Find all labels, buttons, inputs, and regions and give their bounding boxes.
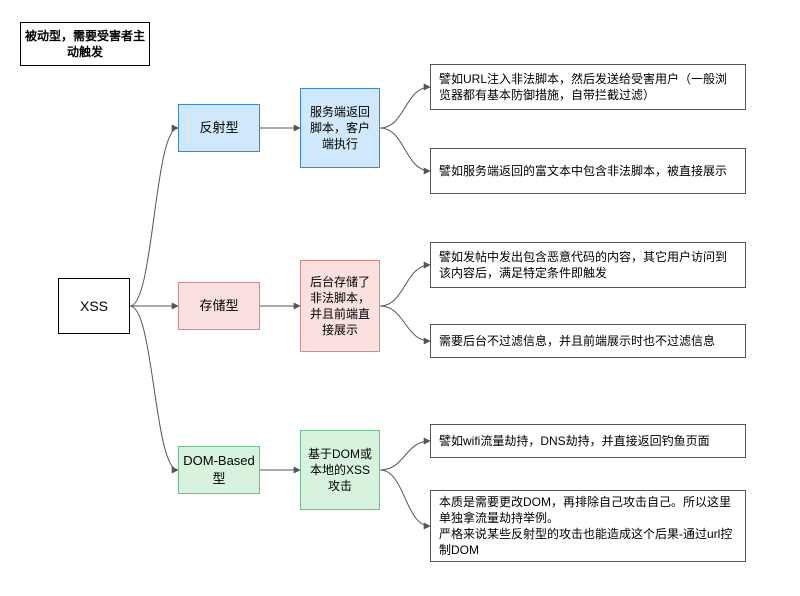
- node-leaf2: 譬如服务端返回的富文本中包含非法脚本，被直接展示: [430, 148, 746, 194]
- node-annotation: 被动型，需要受害者主动触发: [20, 22, 150, 66]
- node-root: XSS: [58, 278, 130, 334]
- node-leaf4: 需要后台不过滤信息，并且前端展示时也不过滤信息: [430, 324, 746, 358]
- node-leaf3: 譬如发帖中发出包含恶意代码的内容，其它用户访问到该内容后，满足特定条件即触发: [430, 242, 746, 288]
- edge-reflect_mid-leaf1: [380, 87, 430, 128]
- edge-root-reflect: [130, 128, 178, 306]
- edge-root-dom: [130, 306, 178, 470]
- node-dom_mid: 基于DOM或本地的XSS攻击: [300, 430, 380, 510]
- edge-dom_mid-leaf6: [380, 470, 430, 526]
- node-leaf1: 譬如URL注入非法脚本，然后发送给受害用户（一般浏览器都有基本防御措施，自带拦截…: [430, 64, 746, 110]
- node-dom: DOM-Based型: [178, 446, 260, 494]
- node-store: 存储型: [178, 282, 260, 330]
- node-leaf5: 譬如wifi流量劫持，DNS劫持，并直接返回钓鱼页面: [430, 424, 746, 458]
- node-reflect_mid: 服务端返回脚本，客户端执行: [300, 88, 380, 168]
- edge-reflect_mid-leaf2: [380, 128, 430, 171]
- edge-store_mid-leaf4: [380, 306, 430, 341]
- edge-dom_mid-leaf5: [380, 441, 430, 470]
- node-store_mid: 后台存储了非法脚本，并且前端直接展示: [300, 260, 380, 352]
- edge-store_mid-leaf3: [380, 265, 430, 306]
- node-leaf6: 本质是需要更改DOM，再排除自己攻击自己。所以这里单独拿流量劫持举例。 严格来说…: [430, 490, 746, 562]
- node-reflect: 反射型: [178, 104, 260, 152]
